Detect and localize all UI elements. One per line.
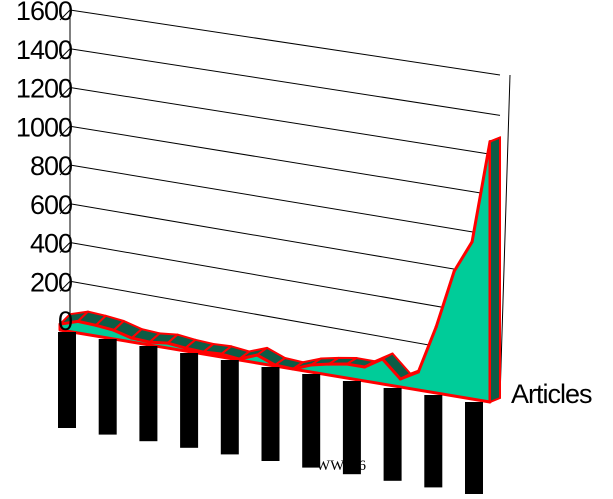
category-label: [98, 339, 117, 435]
gridline-side-1600: [59, 9, 71, 21]
category-label: [424, 395, 443, 488]
data-point: [291, 367, 295, 371]
gridline-1400: [69, 48, 501, 116]
gridline-side-1000: [59, 125, 71, 137]
category-label: [342, 381, 361, 475]
data-point: [488, 140, 492, 144]
y-tick-label-1600: 1600: [16, 0, 72, 26]
area-end-cap: [489, 136, 501, 404]
data-point: [201, 350, 205, 354]
y-tick-label-1000: 1000: [16, 112, 72, 142]
gridline-1600: [69, 9, 501, 76]
category-label: [261, 367, 280, 461]
category-label: [180, 353, 199, 448]
data-point: [255, 353, 259, 357]
category-label: [220, 360, 239, 455]
y-tick-label-600: 600: [30, 190, 72, 220]
data-point: [416, 370, 420, 374]
gridline-600: [69, 203, 501, 278]
gridlines: [59, 9, 501, 399]
y-tick-label-200: 200: [30, 267, 72, 297]
category-label: [302, 374, 321, 468]
y-tick-label-1400: 1400: [16, 35, 72, 65]
data-point: [309, 363, 313, 367]
data-point: [76, 319, 80, 323]
data-point: [452, 269, 456, 273]
gridline-side-800: [59, 164, 71, 176]
gridline-side-200: [59, 280, 71, 292]
gridline-800: [69, 164, 501, 237]
data-point: [183, 346, 187, 350]
data-point: [398, 377, 402, 381]
area-front-face: [58, 140, 492, 404]
data-point: [94, 323, 98, 327]
category-label: [58, 332, 76, 428]
y-tick-label-0: 0: [58, 306, 72, 336]
category-label: [139, 346, 158, 442]
data-point: [219, 352, 223, 356]
category-label: [465, 402, 483, 494]
data-point: [237, 357, 241, 361]
back-wall-right-edge: [499, 74, 511, 399]
gridline-side-1200: [59, 87, 71, 98]
gridline-side-600: [59, 203, 71, 215]
data-point: [58, 322, 62, 326]
footer-label: WWW6: [316, 458, 366, 474]
data-point: [148, 340, 152, 344]
series-label-articles: Articles: [511, 379, 592, 409]
y-tick-label-800: 800: [30, 151, 72, 181]
category-labels: [58, 332, 483, 494]
data-point: [112, 328, 116, 332]
data-point: [345, 362, 349, 366]
y-tick-label-1200: 1200: [16, 74, 72, 104]
y-tick-label-400: 400: [30, 229, 72, 259]
data-point: [434, 325, 438, 329]
data-point: [363, 365, 367, 369]
data-point: [470, 240, 474, 244]
gridline-1200: [69, 87, 501, 157]
data-point: [130, 336, 134, 340]
data-point: [327, 362, 331, 366]
data-point: [381, 357, 384, 361]
data-point: [273, 363, 277, 367]
category-label: [383, 388, 402, 481]
gridline-400: [69, 242, 501, 318]
gridline-side-1400: [59, 48, 71, 60]
y-tick-labels: 0 200 400 600 800 1000 1200 1400 1600: [16, 0, 73, 336]
gridline-side-400: [59, 242, 71, 253]
data-point: [166, 341, 169, 345]
gridline-1000: [69, 125, 501, 197]
area-series: [58, 136, 501, 404]
